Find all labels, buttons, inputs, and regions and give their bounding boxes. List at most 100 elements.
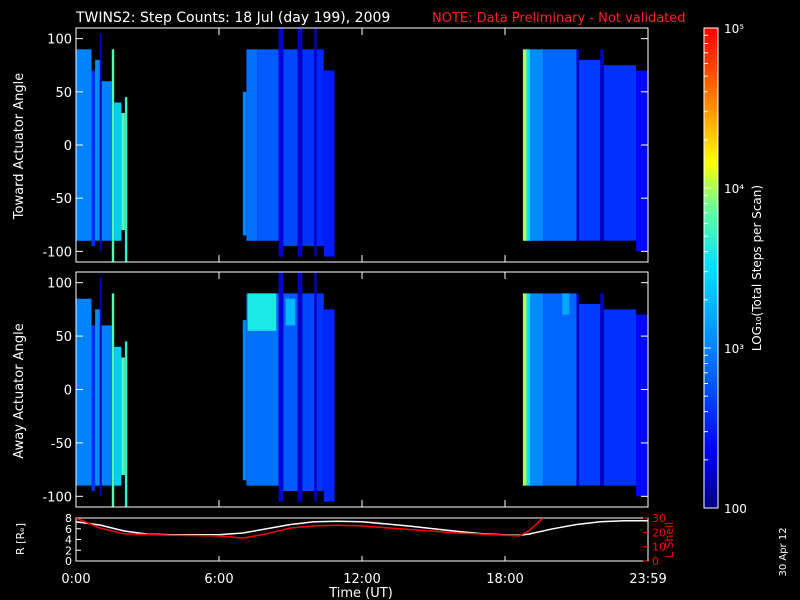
away-heatmap-cell bbox=[124, 341, 128, 507]
away-heatmap-cell bbox=[600, 293, 604, 486]
toward-heatmap-cell bbox=[576, 49, 579, 241]
toward-heatmap-cell bbox=[600, 49, 604, 241]
time-xtick-label: 18:00 bbox=[486, 572, 523, 587]
lshell-series-line bbox=[76, 518, 544, 539]
toward-heatmap-cell bbox=[603, 65, 637, 241]
away-heatmap-cell bbox=[603, 309, 637, 486]
away-heatmap-cell bbox=[314, 272, 317, 502]
toward-heatmap-cell bbox=[111, 49, 115, 262]
away-heatmap-cell bbox=[316, 293, 324, 491]
colorbar-axis: 10⁵ 10⁴ 10³ 100 bbox=[704, 22, 747, 516]
away-heatmap-cell bbox=[278, 272, 284, 502]
toward-ytick-label: -100 bbox=[42, 245, 72, 260]
colorbar-gradient bbox=[703, 27, 719, 509]
away-heatmap-cell bbox=[242, 320, 247, 481]
chart-note: NOTE: Data Preliminary - Not validated bbox=[432, 11, 686, 26]
toward-heatmap-cell bbox=[246, 49, 258, 241]
away-heatmap-cell bbox=[323, 309, 335, 502]
toward-heatmap-cell bbox=[76, 49, 92, 241]
toward-heatmap-cell bbox=[91, 70, 96, 246]
toward-heatmap-cell bbox=[314, 28, 317, 257]
away-heatmap-cell bbox=[526, 293, 531, 486]
toward-ytick-label: 100 bbox=[47, 33, 72, 48]
toward-heatmap-cell bbox=[257, 49, 279, 241]
toward-heatmap-panel: 100 50 0 -50 -100 bbox=[42, 27, 649, 263]
toward-heatmap-cell bbox=[522, 49, 527, 241]
time-xtick-label: 6:00 bbox=[204, 572, 233, 587]
toward-heatmap-cell bbox=[543, 49, 577, 241]
colorbar-label: LOG₁₀(Total Steps per Scan) bbox=[750, 185, 764, 351]
away-ylabel: Away Actuator Angle bbox=[12, 323, 27, 458]
toward-heatmap-cell bbox=[302, 49, 315, 247]
away-heatmap-cell bbox=[297, 272, 303, 502]
time-xtick-label: 0:00 bbox=[61, 572, 90, 587]
away-heatmap-cell bbox=[283, 293, 298, 491]
toward-heatmap-cell bbox=[578, 59, 601, 241]
away-heatmap-cell bbox=[285, 298, 296, 326]
orbit-left-ytick-label: 4 bbox=[65, 534, 72, 547]
away-heatmap-cell bbox=[99, 277, 102, 497]
orbit-right-ytick-label: 10 bbox=[652, 541, 666, 554]
away-heatmap-cell bbox=[91, 325, 96, 491]
orbit-right-ytick-label: 30 bbox=[652, 512, 666, 525]
toward-heatmap-cell bbox=[114, 102, 122, 241]
colorbar-tick-label: 10⁵ bbox=[724, 22, 744, 36]
colorbar-tick-label: 100 bbox=[724, 502, 747, 516]
away-heatmap-cell bbox=[576, 293, 579, 486]
away-ytick-label: 100 bbox=[47, 277, 72, 292]
orbit-left-ytick-label: 8 bbox=[65, 512, 72, 525]
toward-heatmap-cell bbox=[95, 59, 100, 241]
away-heatmap-cell bbox=[530, 293, 544, 486]
orbit-left-ytick-label: 6 bbox=[65, 523, 72, 536]
orbit-right-ylabel: L Shell bbox=[663, 522, 676, 558]
away-heatmap-cell bbox=[114, 346, 122, 486]
toward-heatmap-cell bbox=[124, 97, 128, 262]
away-heatmap-cell bbox=[636, 314, 648, 497]
toward-heatmap-cell bbox=[99, 33, 102, 252]
toward-heatmap-cell bbox=[323, 70, 335, 257]
toward-heatmap-cell bbox=[297, 28, 303, 257]
toward-ytick-label: -50 bbox=[51, 192, 72, 207]
toward-heatmap-cell bbox=[278, 28, 284, 257]
orbit-left-ytick-label: 2 bbox=[65, 544, 72, 557]
away-heatmap-cell bbox=[302, 293, 315, 491]
away-ytick-label: 0 bbox=[64, 384, 72, 399]
orbit-left-ylabel: R [Rₑ] bbox=[14, 523, 27, 555]
away-heatmap-cell bbox=[101, 325, 112, 486]
away-heatmap-cell bbox=[522, 293, 527, 486]
away-heatmap-cell bbox=[562, 293, 570, 315]
away-heatmap-cell bbox=[543, 293, 577, 486]
colorbar-tick-label: 10³ bbox=[724, 342, 744, 356]
away-heatmap-cell bbox=[76, 298, 92, 486]
toward-ylabel: Toward Actuator Angle bbox=[12, 73, 27, 220]
toward-heatmap-cell bbox=[101, 81, 112, 241]
away-heatmap-cell bbox=[121, 357, 125, 475]
toward-heatmap-cell bbox=[636, 70, 648, 252]
side-date: 30 Apr 12 bbox=[778, 527, 789, 576]
away-heatmap-cell bbox=[95, 309, 100, 486]
away-heatmap-cell bbox=[578, 304, 601, 486]
toward-heatmap-cell bbox=[530, 49, 544, 241]
toward-heatmap-cell bbox=[242, 91, 247, 236]
orbit-right-ytick-label: 20 bbox=[652, 526, 666, 539]
toward-ytick-label: 0 bbox=[64, 139, 72, 154]
time-xtick-label: 23:59 bbox=[629, 572, 666, 587]
time-xtick-label: 12:00 bbox=[343, 572, 380, 587]
orbit-right-ytick-label: 0 bbox=[652, 555, 659, 568]
away-heatmap-panel: 100 50 0 -50 -100 bbox=[42, 271, 649, 508]
away-ytick-label: -100 bbox=[42, 490, 72, 505]
away-ytick-label: 50 bbox=[55, 330, 72, 345]
time-xlabel: Time (UT) bbox=[328, 586, 393, 600]
toward-heatmap-cell bbox=[121, 113, 125, 231]
toward-heatmap-cell bbox=[526, 49, 531, 241]
toward-ytick-label: 50 bbox=[55, 86, 72, 101]
toward-heatmap-cell bbox=[316, 49, 324, 247]
orbit-left-ytick-label: 0 bbox=[65, 555, 72, 568]
chart-title: TWINS2: Step Counts: 18 Jul (day 199), 2… bbox=[75, 10, 390, 26]
away-heatmap-cell bbox=[247, 293, 277, 331]
away-ytick-label: -50 bbox=[51, 437, 72, 452]
away-heatmap-cell bbox=[111, 293, 115, 507]
orbit-frame bbox=[75, 517, 649, 562]
